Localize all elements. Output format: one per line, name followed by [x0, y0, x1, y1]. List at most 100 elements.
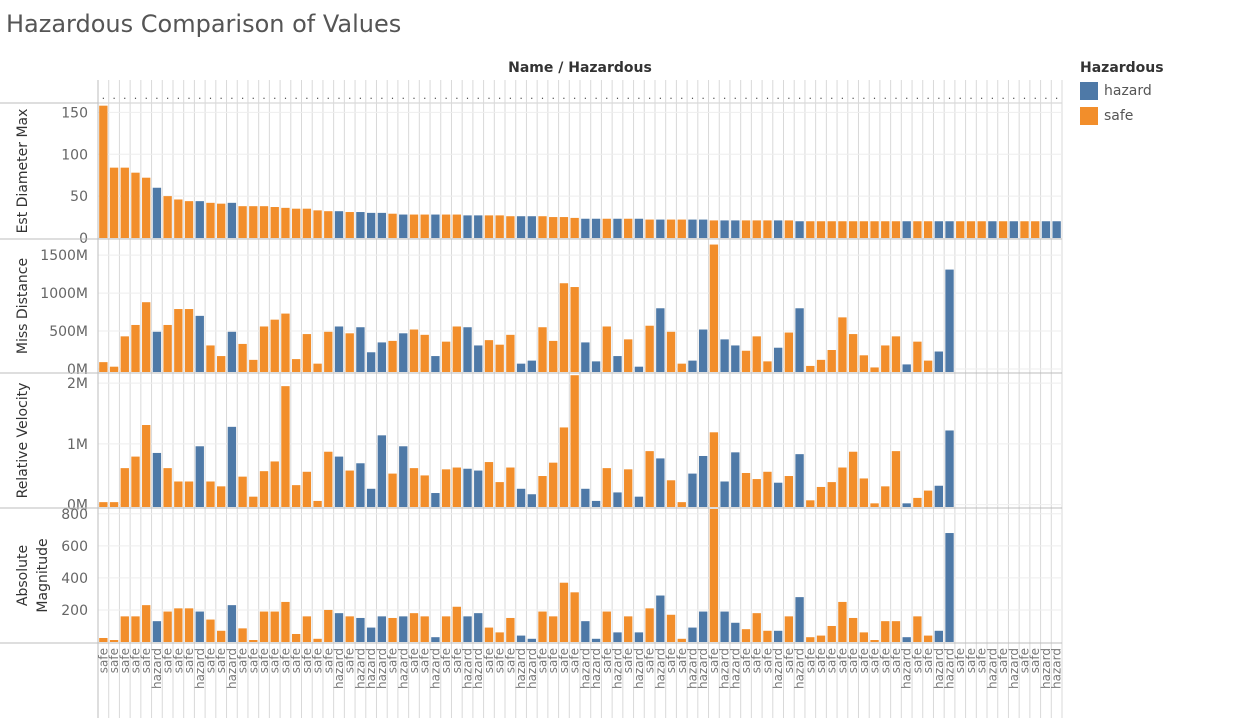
column-header-label: . [916, 89, 920, 102]
column-header-label: . [669, 89, 673, 102]
bar [495, 344, 504, 372]
x-tick-label: hazard [589, 648, 603, 689]
bar [109, 640, 119, 642]
bar [891, 621, 901, 642]
bar [645, 608, 654, 642]
bar [773, 630, 783, 642]
bar [506, 334, 515, 372]
bar [699, 219, 708, 238]
column-header-label: . [734, 89, 738, 102]
x-tick-label: safe [546, 648, 560, 673]
bar [184, 481, 194, 507]
bar [463, 215, 472, 238]
bar [784, 616, 794, 642]
bar [956, 221, 965, 238]
x-tick-label: hazard [943, 648, 957, 689]
x-tick-label: hazard [364, 648, 378, 689]
bar [131, 456, 140, 507]
x-tick-label: safe [182, 648, 196, 673]
bar [741, 629, 751, 642]
bar [527, 216, 536, 238]
column-header-label: . [476, 89, 480, 102]
x-tick-label: hazard [632, 648, 646, 689]
bar [677, 638, 686, 642]
bar [142, 177, 151, 238]
bar [377, 616, 387, 642]
bar [366, 352, 376, 372]
x-tick-label: safe [643, 648, 657, 673]
column-header-label: . [626, 89, 630, 102]
bar [913, 497, 922, 507]
bar [549, 340, 558, 372]
bar [688, 360, 697, 372]
column-header-label: . [937, 89, 941, 102]
column-header-label: . [691, 89, 695, 102]
column-header-label: . [348, 89, 352, 102]
bar [816, 359, 826, 372]
bar [506, 467, 515, 507]
bar [99, 105, 108, 238]
column-header-label: . [755, 89, 759, 102]
x-tick-label: safe [621, 648, 635, 673]
column-header-label: . [884, 89, 888, 102]
bar [206, 202, 215, 238]
x-tick-label: safe [203, 648, 217, 673]
y-tick-label: 600 [61, 539, 88, 555]
bar [195, 446, 204, 507]
bar [870, 503, 879, 507]
bar [538, 611, 547, 642]
bar [752, 336, 761, 372]
bar [206, 481, 215, 507]
x-tick-label: safe [1028, 648, 1042, 673]
x-tick-label: hazard [225, 648, 239, 689]
bar [281, 601, 290, 642]
x-tick-label: safe [760, 648, 774, 673]
y-tick-label: 800 [61, 507, 88, 523]
bar [773, 220, 783, 238]
x-tick-label: safe [407, 648, 421, 673]
column-header-label: . [444, 89, 448, 102]
x-tick-label: safe [814, 648, 828, 673]
column-header-label: . [284, 89, 288, 102]
x-tick-label: safe [343, 648, 357, 673]
column-header-label: . [1055, 89, 1059, 102]
bar [913, 341, 922, 372]
legend-item-safe[interactable]: safe [1080, 107, 1164, 125]
bar [527, 360, 536, 372]
x-tick-label: safe [536, 648, 550, 673]
bar [227, 426, 237, 507]
bar [463, 327, 472, 372]
bar [838, 467, 847, 507]
column-header-label: . [519, 89, 523, 102]
x-tick-label: safe [868, 648, 882, 673]
bar [495, 482, 504, 507]
bar [506, 617, 515, 642]
bar [784, 220, 794, 238]
column-header-label: . [166, 89, 170, 102]
column-header-label: . [1023, 89, 1027, 102]
bar [731, 622, 740, 642]
bar [99, 502, 108, 507]
bar [377, 212, 387, 238]
bar [656, 219, 665, 238]
bar [816, 635, 826, 642]
column-header-label: . [980, 89, 984, 102]
bar [313, 210, 322, 238]
bar [334, 211, 344, 238]
bar [345, 333, 354, 372]
bar [859, 632, 869, 642]
bar [249, 206, 258, 238]
x-tick-label: safe [311, 648, 325, 673]
legend-item-hazard[interactable]: hazard [1080, 82, 1164, 100]
bar [923, 221, 933, 238]
column-header-label: . [637, 89, 641, 102]
y-tick-label: 1500M [40, 248, 88, 264]
bar [838, 601, 847, 642]
bar [324, 451, 333, 507]
bar [120, 616, 129, 642]
bar [217, 630, 226, 642]
y-tick-label: 150 [61, 105, 88, 121]
y-tick-label: 500M [49, 324, 88, 340]
bar [120, 167, 129, 238]
column-header-label: . [787, 89, 791, 102]
